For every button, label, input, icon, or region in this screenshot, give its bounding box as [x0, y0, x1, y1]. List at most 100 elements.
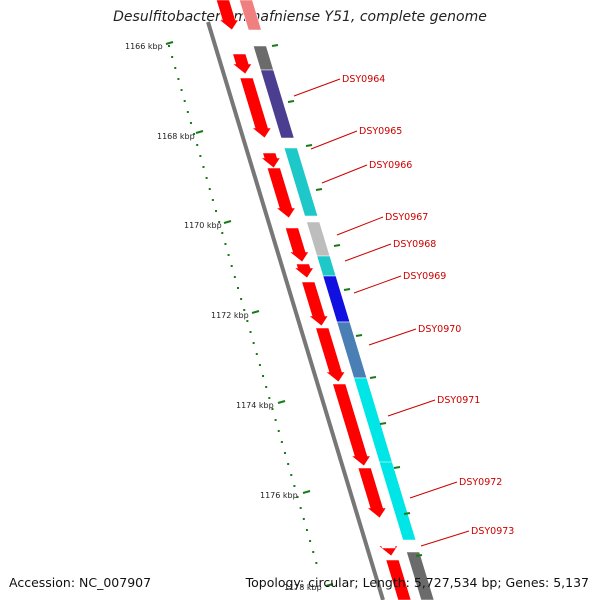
gene-feature-red[interactable]	[231, 53, 253, 75]
tick-dot	[227, 254, 230, 256]
tick-dot	[171, 56, 174, 58]
leader-line	[409, 481, 458, 499]
kbp-dash	[195, 130, 204, 134]
tick-dot	[305, 529, 308, 531]
tick-dot	[215, 210, 218, 212]
cog-colored-genes	[239, 0, 435, 600]
gene-feature-red[interactable]	[260, 152, 281, 169]
gene-feature-red[interactable]	[239, 77, 272, 139]
tick-dot	[312, 551, 315, 553]
kbp-label: 1172 kbp	[211, 311, 249, 320]
tick-dot	[240, 298, 243, 300]
kbp-dash	[251, 310, 260, 314]
tick-dot	[221, 232, 224, 234]
accession-text: Accession: NC_007907	[9, 575, 152, 590]
tick-dot	[246, 320, 249, 322]
leader-line	[344, 243, 392, 262]
gene-feature-cog[interactable]	[322, 275, 351, 323]
tick-dot	[255, 353, 258, 355]
gene-feature-red[interactable]	[315, 327, 346, 383]
genome-backbone	[206, 21, 385, 600]
kbp-label: 1168 kbp	[157, 132, 195, 141]
tick-dot	[189, 122, 192, 124]
gene-label-dsy0968[interactable]: DSY0968	[393, 239, 436, 250]
leader-line	[387, 399, 436, 417]
gene-feature-cog[interactable]	[378, 461, 417, 541]
kbp-dash	[277, 400, 286, 404]
tick-dot	[168, 45, 170, 47]
outer-tick	[305, 144, 313, 147]
tick-dot	[249, 331, 252, 333]
gene-feature-red[interactable]	[284, 227, 310, 263]
gene-label-dsy0965[interactable]: DSY0965	[359, 126, 402, 137]
gene-labels[interactable]: DSY0964 DSY0965 DSY0966 DSY0967 DSY0968 DSY09…	[293, 74, 514, 547]
gene-label-dsy0964[interactable]: DSY0964	[342, 74, 385, 85]
tick-dot	[177, 78, 180, 80]
outer-tick	[355, 334, 363, 337]
tick-dot	[296, 496, 299, 498]
gene-label-dsy0972[interactable]: DSY0972	[459, 477, 502, 488]
gene-feature-red[interactable]	[357, 467, 387, 519]
gene-feature-cog[interactable]	[306, 221, 331, 257]
tick-dot	[183, 100, 186, 102]
tick-dot	[196, 144, 199, 146]
outer-tick	[343, 288, 351, 291]
kbp-label: 1178 kbp	[284, 583, 322, 592]
gene-feature-red[interactable]	[266, 167, 296, 219]
kbp-dash	[165, 41, 174, 45]
tick-dot	[258, 364, 261, 366]
outer-tick	[369, 376, 377, 379]
outer-tick	[379, 422, 387, 425]
leader-line	[293, 78, 341, 97]
gene-feature-cog[interactable]	[239, 0, 262, 31]
genome-title: Desulfitobacterium hafniense Y51, comple…	[113, 9, 487, 25]
outer-tick	[333, 244, 341, 247]
gene-label-dsy0970[interactable]: DSY0970	[418, 324, 461, 335]
gene-feature-cog[interactable]	[260, 69, 295, 139]
tick-dot	[243, 309, 246, 311]
gene-feature-red[interactable]	[332, 383, 371, 467]
gene-label-dsy0966[interactable]: DSY0966	[369, 160, 412, 171]
tick-dot	[299, 507, 302, 509]
kbp-label: 1170 kbp	[184, 221, 222, 230]
gene-feature-red[interactable]	[301, 281, 329, 327]
tick-dot	[205, 177, 208, 179]
tick-dot	[283, 452, 286, 454]
tick-dot	[274, 419, 277, 421]
tick-dot	[277, 430, 280, 432]
gene-label-dsy0971[interactable]: DSY0971	[437, 395, 480, 406]
tick-dot	[252, 342, 255, 344]
tick-dot	[265, 386, 268, 388]
kbp-label: 1166 kbp	[125, 42, 163, 51]
gene-feature-cog[interactable]	[316, 255, 337, 277]
leader-line	[310, 130, 358, 150]
gene-feature-red[interactable]	[293, 263, 315, 279]
gene-label-dsy0967[interactable]: DSY0967	[385, 212, 428, 223]
leader-line	[420, 530, 470, 547]
tick-dot	[186, 111, 189, 113]
outer-tick	[415, 554, 423, 557]
leader-line	[321, 164, 368, 184]
gene-feature-red[interactable]	[377, 545, 399, 557]
gene-feature-cog[interactable]	[252, 45, 274, 71]
gene-label-dsy0973[interactable]: DSY0973	[471, 526, 514, 537]
tick-dot	[268, 397, 271, 399]
gene-label-dsy0969[interactable]: DSY0969	[403, 271, 446, 282]
gene-feature-cog[interactable]	[283, 147, 319, 217]
tick-dot	[199, 155, 202, 157]
tick-dot	[211, 199, 214, 201]
leader-line	[368, 328, 417, 346]
leader-line	[353, 275, 402, 294]
tick-dot	[233, 276, 236, 278]
tick-dot	[193, 133, 196, 135]
tick-dot	[230, 265, 233, 267]
kbp-label: 1176 kbp	[260, 491, 298, 500]
kbp-dash	[302, 490, 311, 494]
gene-feature-red[interactable]	[385, 559, 412, 600]
gene-feature-cog[interactable]	[406, 551, 435, 600]
outer-tick	[403, 512, 411, 515]
kbp-dash	[223, 220, 232, 224]
gene-feature-red[interactable]	[216, 0, 239, 31]
tick-dot	[271, 408, 274, 410]
